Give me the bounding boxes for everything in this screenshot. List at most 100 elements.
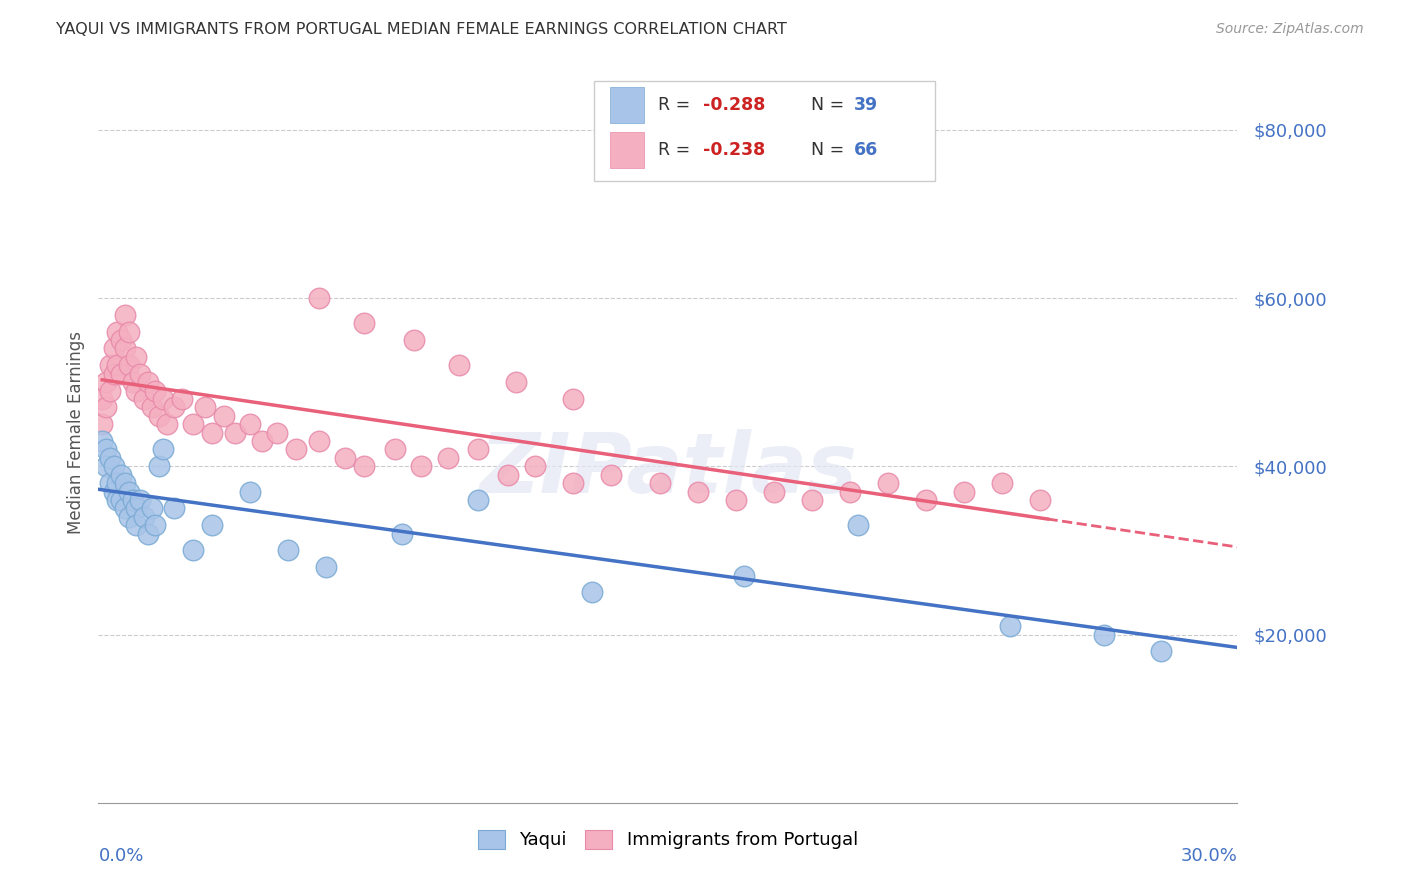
Point (103, 367, 125, 381)
Point (118, 484, 141, 499)
Point (125, 501, 148, 516)
Point (839, 484, 862, 499)
Point (114, 476, 136, 491)
Point (201, 425, 224, 440)
Text: R =: R = (658, 141, 696, 159)
Text: Source: ZipAtlas.com: Source: ZipAtlas.com (1216, 22, 1364, 37)
Point (125, 384, 148, 398)
Point (107, 359, 129, 373)
Point (148, 459, 170, 474)
Point (250, 434, 273, 448)
Point (467, 442, 489, 457)
Point (132, 509, 155, 524)
FancyBboxPatch shape (610, 87, 644, 123)
Point (114, 308, 136, 322)
Point (402, 333, 425, 347)
Point (141, 401, 163, 415)
Point (163, 401, 186, 415)
Point (411, 459, 433, 474)
Point (733, 568, 755, 582)
Point (132, 392, 155, 406)
Point (183, 543, 205, 558)
Point (121, 492, 143, 507)
Point (94, 375, 117, 389)
Point (110, 492, 132, 507)
Point (98, 384, 121, 398)
Point (384, 442, 406, 457)
Point (877, 476, 900, 491)
Point (353, 316, 375, 330)
Point (391, 526, 413, 541)
Point (98, 359, 121, 373)
Point (114, 501, 136, 516)
Y-axis label: Median Female Earnings: Median Female Earnings (66, 331, 84, 534)
Text: N =: N = (811, 141, 851, 159)
Point (145, 518, 167, 533)
Text: YAQUI VS IMMIGRANTS FROM PORTUGAL MEDIAN FEMALE EARNINGS CORRELATION CHART: YAQUI VS IMMIGRANTS FROM PORTUGAL MEDIAN… (56, 22, 787, 37)
Point (224, 425, 246, 440)
Point (94, 401, 117, 415)
Point (277, 543, 299, 558)
Point (118, 509, 141, 524)
Point (498, 467, 520, 482)
Point (94, 459, 117, 474)
Text: -0.288: -0.288 (703, 96, 765, 114)
Point (801, 492, 824, 507)
Point (107, 476, 129, 491)
FancyBboxPatch shape (610, 132, 644, 168)
Point (94, 442, 117, 457)
Point (650, 476, 672, 491)
Point (1094, 627, 1116, 641)
Text: N =: N = (811, 96, 851, 114)
Point (239, 417, 262, 432)
Point (562, 476, 585, 491)
Point (284, 442, 307, 457)
Point (194, 401, 217, 415)
Point (335, 450, 357, 465)
Text: ZIPatlas: ZIPatlas (479, 429, 856, 510)
FancyBboxPatch shape (593, 81, 935, 181)
Point (125, 350, 148, 364)
Point (118, 359, 141, 373)
Point (915, 492, 938, 507)
Point (201, 518, 224, 533)
Point (107, 492, 129, 507)
Point (114, 342, 136, 356)
Text: 0.0%: 0.0% (98, 847, 143, 865)
Point (125, 518, 148, 533)
Text: 30.0%: 30.0% (1181, 847, 1237, 865)
Point (467, 492, 489, 507)
Point (315, 560, 337, 574)
Point (107, 325, 129, 339)
Point (239, 484, 262, 499)
Point (103, 342, 125, 356)
Point (98, 476, 121, 491)
Point (110, 467, 132, 482)
Point (98, 450, 121, 465)
Point (183, 417, 205, 432)
Point (763, 484, 786, 499)
Point (1150, 644, 1173, 658)
Point (156, 417, 179, 432)
Point (152, 392, 174, 406)
Point (212, 409, 235, 423)
Point (136, 375, 159, 389)
Point (725, 492, 748, 507)
Point (103, 484, 125, 499)
Point (91, 434, 114, 448)
Point (688, 484, 710, 499)
Point (136, 526, 159, 541)
Legend: Yaqui, Immigrants from Portugal: Yaqui, Immigrants from Portugal (471, 823, 865, 856)
Point (118, 325, 141, 339)
Point (129, 367, 152, 381)
Text: R =: R = (658, 96, 696, 114)
Point (449, 359, 471, 373)
Text: 39: 39 (853, 96, 877, 114)
Point (170, 392, 193, 406)
Point (353, 459, 375, 474)
Point (1029, 492, 1052, 507)
Point (846, 518, 869, 533)
Point (505, 375, 527, 389)
Point (524, 459, 547, 474)
Point (91, 392, 114, 406)
